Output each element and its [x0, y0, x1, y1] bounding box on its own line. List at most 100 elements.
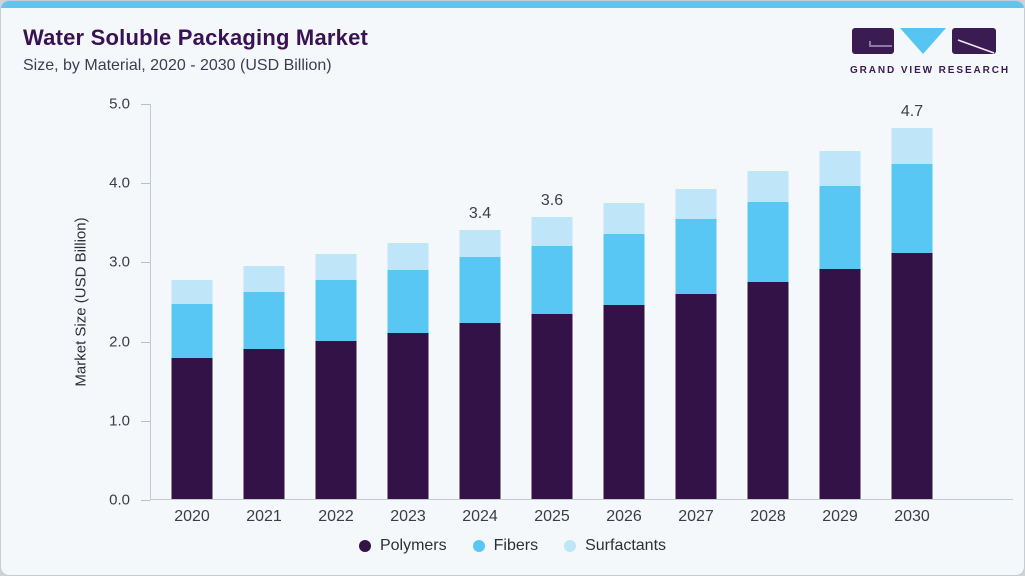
- bar-stack-2028: [747, 171, 789, 499]
- bar-segment-2029-surfactants: [819, 151, 861, 187]
- bar-column-2029: 2029: [804, 104, 876, 525]
- bar-column-2028: 2028: [732, 104, 804, 525]
- bar-stack-2024: 3.4: [459, 205, 501, 499]
- bar-value-label-2025: 3.6: [540, 192, 564, 210]
- bar-column-2024: 3.4 2024: [444, 104, 516, 525]
- polymers-dot-icon: [358, 540, 371, 552]
- bar-stack-2025: 3.6: [531, 192, 573, 499]
- surfactants-dot-icon: [564, 540, 577, 552]
- y-tick-label-2.0: 2.0: [109, 333, 130, 351]
- bar-segment-2029-fibers: [819, 186, 861, 269]
- x-tick-label-2023: 2023: [390, 508, 426, 525]
- bar-segment-2021-surfactants: [243, 266, 285, 293]
- bar-segment-2030-fibers: [891, 164, 933, 254]
- bar-segment-2027-surfactants: [675, 188, 717, 219]
- bar-column-2022: 2022: [300, 104, 372, 525]
- fibers-dot-icon: [472, 540, 485, 552]
- y-axis-labels: 0.0 1.0 2.0 3.0 4.0 5.0: [89, 96, 139, 509]
- bar-segment-2025-fibers: [531, 245, 573, 315]
- bar-segment-2030-polymers: [891, 253, 933, 499]
- y-tick-label-1.0: 1.0: [109, 412, 130, 430]
- bar-segment-2022-polymers: [315, 340, 357, 499]
- logo-caption: GRAND VIEW RESEARCH: [850, 65, 1010, 76]
- page-title: Water Soluble Packaging Market: [23, 25, 369, 50]
- x-tick-label-2026: 2026: [606, 508, 642, 525]
- y-tick-mark-5.0: [141, 104, 150, 105]
- legend-item-surfactants: Surfactants: [564, 537, 666, 555]
- bar-value-label-2030: 4.7: [900, 103, 924, 121]
- legend-item-polymers: Polymers: [358, 537, 447, 555]
- bar-segment-2027-polymers: [675, 293, 717, 499]
- x-tick-label-2020: 2020: [174, 508, 210, 525]
- legend-label-polymers: Polymers: [379, 537, 447, 554]
- bar-column-2027: 2027: [660, 104, 732, 525]
- bar-stack-2023: [387, 243, 429, 499]
- bar-column-2026: 2026: [588, 104, 660, 525]
- bar-stack-2022: [315, 253, 357, 499]
- legend-label-surfactants: Surfactants: [585, 537, 667, 554]
- bar-segment-2020-fibers: [171, 304, 213, 359]
- logo-marks-icon: [852, 28, 996, 54]
- bar-column-2025: 3.6 2025: [516, 104, 588, 525]
- x-tick-label-2028: 2028: [750, 508, 786, 525]
- legend-item-fibers: Fibers: [472, 537, 539, 555]
- bar-stack-2026: [603, 202, 645, 499]
- y-tick-mark-2.0: [141, 341, 150, 343]
- bar-segment-2022-fibers: [315, 280, 357, 341]
- grand-view-research-logo: GRAND VIEW RESEARCH: [850, 27, 1010, 76]
- bar-segment-2023-surfactants: [387, 243, 429, 271]
- bar-column-2021: 2021: [228, 104, 300, 525]
- bar-segment-2023-fibers: [387, 270, 429, 333]
- x-tick-label-2025: 2025: [534, 508, 570, 525]
- bar-segment-2029-polymers: [819, 268, 861, 499]
- x-tick-label-2030: 2030: [894, 508, 930, 525]
- y-tick-label-5.0: 5.0: [109, 95, 130, 113]
- x-tick-label-2024: 2024: [462, 508, 498, 525]
- bar-stack-2021: [243, 266, 285, 499]
- bar-segment-2023-polymers: [387, 332, 429, 499]
- x-tick-label-2029: 2029: [822, 508, 858, 525]
- bar-segment-2030-surfactants: [891, 128, 933, 164]
- bar-segment-2025-surfactants: [531, 217, 573, 246]
- bar-stack-2030: 4.7: [891, 103, 933, 499]
- y-tick-label-4.0: 4.0: [109, 174, 130, 192]
- bar-segment-2024-surfactants: [459, 229, 501, 258]
- bar-segment-2026-fibers: [603, 233, 645, 305]
- bar-segment-2024-fibers: [459, 257, 501, 324]
- bar-segment-2026-surfactants: [603, 202, 645, 234]
- y-tick-mark-1.0: [141, 420, 150, 422]
- bar-segment-2020-polymers: [171, 358, 213, 499]
- bar-segment-2028-fibers: [747, 202, 789, 282]
- bar-segment-2026-polymers: [603, 304, 645, 499]
- y-tick-mark-4.0: [141, 183, 150, 185]
- bar-column-2023: 2023: [372, 104, 444, 525]
- x-tick-label-2027: 2027: [678, 508, 714, 525]
- bar-stack-2020: [171, 279, 213, 499]
- x-tick-label-2022: 2022: [318, 508, 354, 525]
- bar-segment-2028-surfactants: [747, 171, 789, 203]
- bar-segment-2020-surfactants: [171, 279, 213, 305]
- plot-area: 2020 2021 2022 2023 3.4 2024 3.6 2025 2026 2027 20…: [141, 103, 1013, 525]
- y-tick-mark-0.0: [141, 500, 150, 501]
- bar-segment-2025-polymers: [531, 314, 573, 499]
- chart-legend: Polymers Fibers Surfactants: [1, 537, 1024, 555]
- bar-segment-2028-polymers: [747, 282, 789, 499]
- bar-segment-2021-fibers: [243, 292, 285, 349]
- bar-column-2020: 2020: [156, 104, 228, 525]
- bar-value-label-2024: 3.4: [468, 204, 492, 222]
- x-tick-label-2021: 2021: [246, 508, 282, 525]
- top-accent-bar: [1, 1, 1024, 8]
- legend-label-fibers: Fibers: [493, 537, 539, 554]
- y-tick-label-0.0: 0.0: [109, 491, 130, 509]
- bar-segment-2027-fibers: [675, 218, 717, 294]
- bar-segment-2022-surfactants: [315, 253, 357, 281]
- y-tick-label-3.0: 3.0: [109, 253, 130, 271]
- bar-stack-2029: [819, 151, 861, 499]
- y-axis-title: Market Size (USD Billion): [72, 217, 90, 387]
- bar-segment-2021-polymers: [243, 348, 285, 499]
- bar-stack-2027: [675, 188, 717, 499]
- bar-segment-2024-polymers: [459, 323, 501, 499]
- page-subtitle: Size, by Material, 2020 - 2030 (USD Bill…: [23, 57, 332, 74]
- y-tick-mark-3.0: [141, 262, 150, 264]
- bar-column-2030: 4.7 2030: [876, 103, 948, 525]
